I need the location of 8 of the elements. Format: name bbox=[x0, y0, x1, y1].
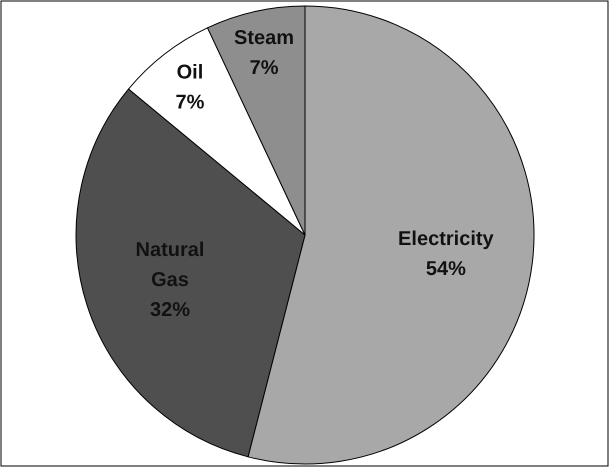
data-label: 7% bbox=[175, 92, 205, 114]
slice-label: Oil bbox=[176, 62, 204, 84]
slice-label: Electricity bbox=[398, 228, 495, 250]
data-label: 7% bbox=[250, 56, 279, 79]
data-label: 54% bbox=[426, 258, 466, 280]
slice-label: Natural Gas bbox=[136, 238, 204, 291]
slice-label: Steam bbox=[234, 26, 294, 49]
data-label: 32% bbox=[150, 298, 190, 321]
